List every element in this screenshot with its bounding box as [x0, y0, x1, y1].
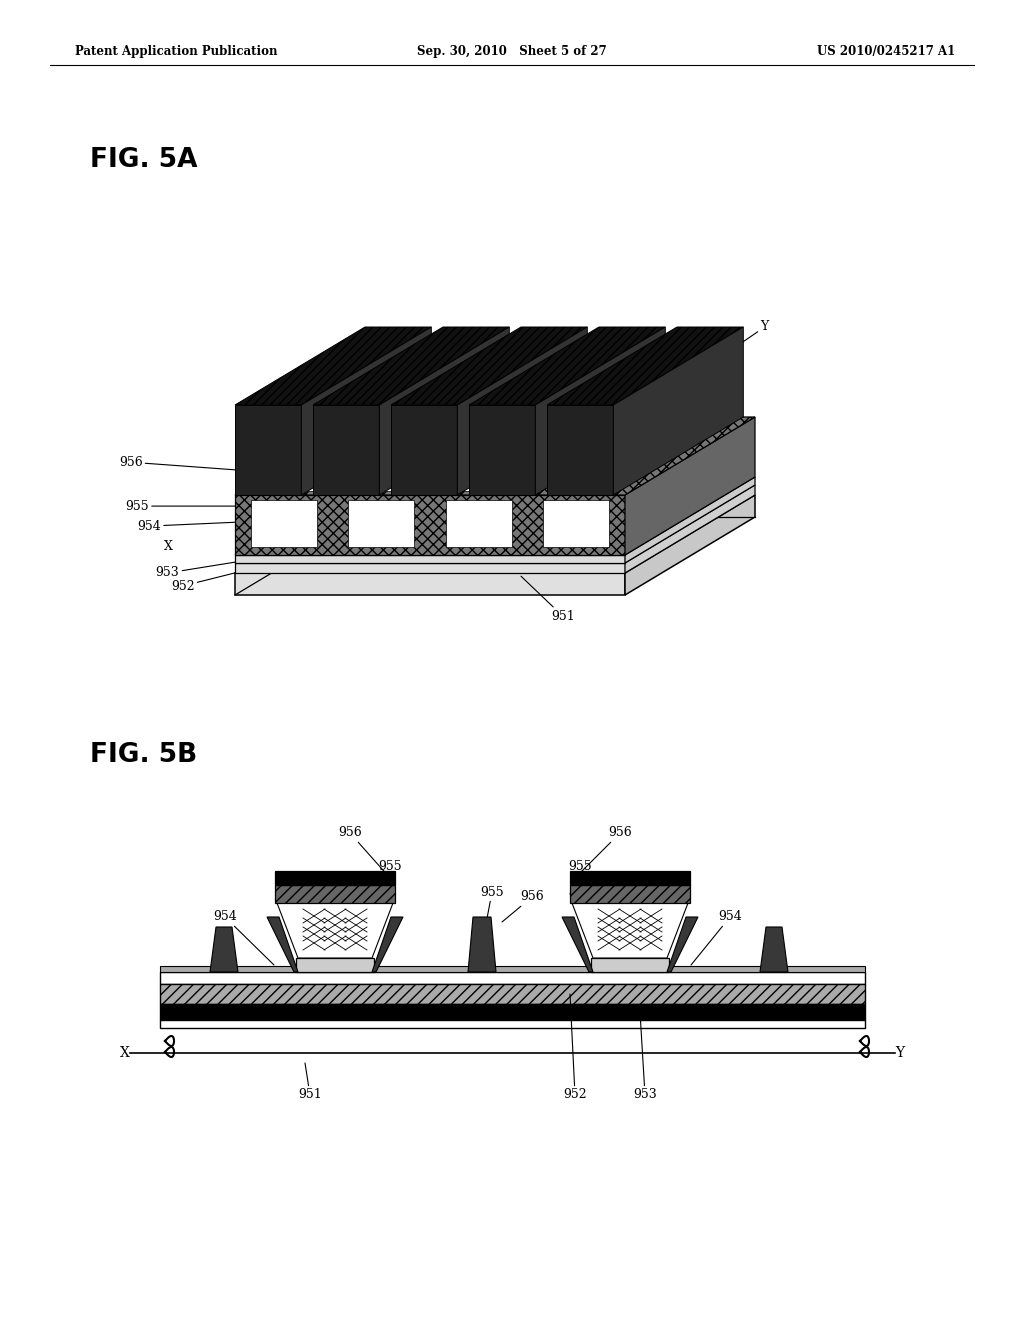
Text: 952: 952 [171, 568, 255, 593]
Polygon shape [418, 440, 507, 453]
Bar [160, 983, 865, 1005]
Polygon shape [548, 478, 637, 491]
Text: 954: 954 [691, 911, 741, 965]
Bar [296, 958, 374, 972]
Polygon shape [391, 405, 458, 495]
Polygon shape [547, 405, 613, 495]
Polygon shape [562, 917, 593, 972]
Text: FIG. 5B: FIG. 5B [90, 742, 198, 768]
Text: US 2010/0245217 A1: US 2010/0245217 A1 [817, 45, 955, 58]
Polygon shape [234, 495, 625, 554]
Text: Y: Y [735, 321, 769, 347]
Polygon shape [234, 573, 625, 595]
Text: 953: 953 [633, 1012, 656, 1101]
Polygon shape [251, 500, 316, 546]
Polygon shape [234, 477, 755, 554]
Text: Y: Y [895, 1045, 904, 1060]
Polygon shape [353, 420, 441, 433]
Bar [160, 972, 865, 983]
Polygon shape [613, 440, 701, 453]
Polygon shape [458, 327, 588, 495]
Polygon shape [234, 327, 431, 405]
Text: 955: 955 [378, 861, 401, 894]
Polygon shape [256, 478, 344, 491]
Text: FIG. 5A: FIG. 5A [90, 147, 198, 173]
Polygon shape [646, 420, 734, 433]
Bar [160, 966, 865, 972]
Polygon shape [543, 500, 609, 546]
Text: 954: 954 [137, 520, 261, 532]
Text: Patent Application Publication: Patent Application Publication [75, 45, 278, 58]
Polygon shape [234, 417, 755, 495]
Polygon shape [391, 327, 588, 405]
Text: 955: 955 [480, 886, 504, 945]
Polygon shape [278, 903, 393, 958]
Text: 954: 954 [213, 911, 274, 965]
Polygon shape [581, 458, 670, 471]
Polygon shape [234, 564, 625, 573]
Text: 951: 951 [521, 577, 574, 623]
Polygon shape [313, 327, 509, 405]
Text: 956: 956 [338, 826, 390, 878]
Text: 951: 951 [298, 1063, 322, 1101]
Bar [275, 871, 395, 884]
Bar [570, 871, 690, 884]
Bar [160, 1005, 865, 1020]
Polygon shape [548, 420, 637, 433]
Text: 956: 956 [502, 891, 544, 921]
Text: 952: 952 [563, 994, 587, 1101]
Polygon shape [572, 903, 688, 958]
Bar [570, 884, 690, 903]
Polygon shape [348, 500, 415, 546]
Bar [591, 958, 669, 972]
Polygon shape [289, 458, 377, 471]
Polygon shape [234, 405, 301, 495]
Polygon shape [625, 484, 755, 573]
Polygon shape [516, 440, 604, 453]
Polygon shape [613, 327, 743, 495]
Polygon shape [625, 477, 755, 564]
Text: X: X [164, 540, 173, 553]
Polygon shape [483, 458, 571, 471]
Polygon shape [234, 554, 625, 564]
Polygon shape [313, 405, 379, 495]
Polygon shape [386, 458, 474, 471]
Polygon shape [301, 327, 431, 495]
Polygon shape [372, 917, 403, 972]
Polygon shape [234, 495, 755, 573]
Text: 955: 955 [125, 499, 261, 512]
Polygon shape [234, 484, 755, 564]
Polygon shape [667, 917, 698, 972]
Polygon shape [321, 440, 410, 453]
Text: 956: 956 [119, 455, 267, 473]
Polygon shape [468, 917, 496, 972]
Polygon shape [445, 500, 512, 546]
Text: 953: 953 [156, 558, 255, 579]
Text: X: X [120, 1045, 130, 1060]
Text: 955: 955 [568, 861, 592, 894]
Polygon shape [469, 327, 666, 405]
Text: Sep. 30, 2010   Sheet 5 of 27: Sep. 30, 2010 Sheet 5 of 27 [417, 45, 607, 58]
Polygon shape [210, 927, 238, 972]
Polygon shape [451, 420, 540, 433]
Polygon shape [451, 478, 540, 491]
Polygon shape [547, 327, 743, 405]
Polygon shape [760, 927, 788, 972]
Polygon shape [469, 405, 536, 495]
Polygon shape [625, 417, 755, 554]
Text: 956: 956 [575, 826, 632, 878]
Polygon shape [267, 917, 298, 972]
Polygon shape [536, 327, 666, 495]
Polygon shape [353, 478, 441, 491]
Polygon shape [625, 495, 755, 595]
Polygon shape [379, 327, 509, 495]
Bar [275, 884, 395, 903]
Bar [160, 1020, 865, 1028]
